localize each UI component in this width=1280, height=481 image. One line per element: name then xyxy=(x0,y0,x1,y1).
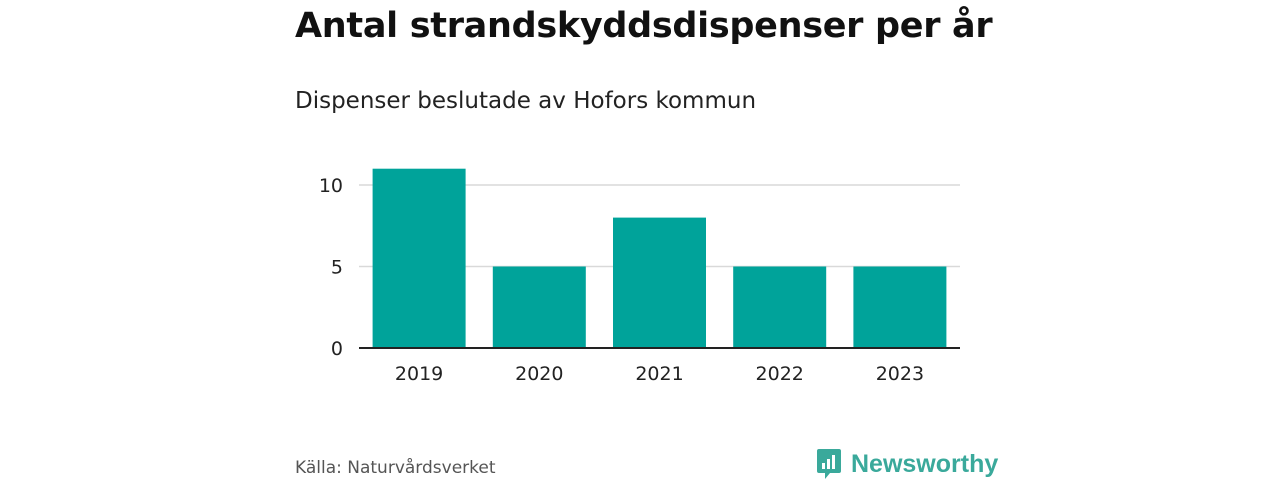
newsworthy-logo-icon xyxy=(817,449,841,479)
source-note: Källa: Naturvårdsverket xyxy=(295,458,496,478)
x-tick-labels: 2019 2020 2021 2022 2023 xyxy=(395,363,924,385)
brand-name: Newsworthy xyxy=(851,450,999,478)
x-tick-label: 2021 xyxy=(635,363,683,385)
x-tick-label: 2022 xyxy=(756,363,804,385)
bars xyxy=(372,168,947,348)
bar-2023 xyxy=(853,266,947,348)
x-tick-label: 2020 xyxy=(515,363,563,385)
y-tick-labels: 0 5 10 xyxy=(319,175,343,360)
x-tick-label: 2019 xyxy=(395,363,443,385)
x-tick-label: 2023 xyxy=(876,363,924,385)
y-tick-label: 10 xyxy=(319,175,343,197)
bar-2022 xyxy=(733,266,827,348)
bar-2019 xyxy=(372,168,466,348)
y-tick-label: 5 xyxy=(331,257,343,279)
bar-2020 xyxy=(492,266,586,348)
y-tick-label: 0 xyxy=(331,338,343,360)
brand-logo: Newsworthy xyxy=(815,447,998,481)
chart-title: Antal strandskyddsdispenser per år xyxy=(295,6,993,46)
bar-2021 xyxy=(613,217,706,348)
chart-subtitle: Dispenser beslutade av Hofors kommun xyxy=(295,88,757,114)
